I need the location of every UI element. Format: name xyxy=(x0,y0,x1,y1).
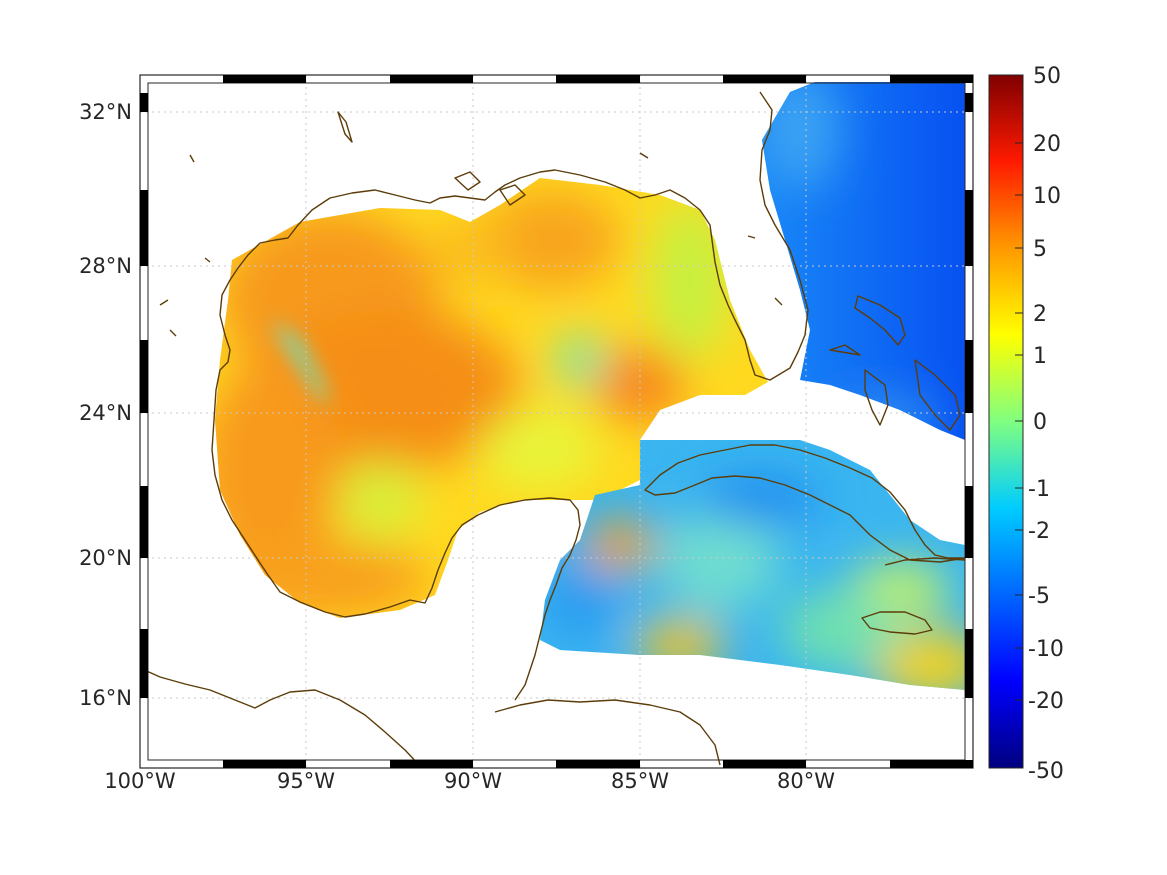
frame-top-ticks xyxy=(223,75,973,83)
map-frame xyxy=(139,74,974,769)
colorbar-label: -2 xyxy=(1028,519,1050,544)
colorbar-label: -5 xyxy=(1028,584,1050,609)
gulf-anomaly-field xyxy=(215,178,768,618)
longitude-labels: 100°W 95°W 90°W 85°W 80°W xyxy=(104,769,835,793)
islands-outline xyxy=(159,111,783,337)
atlantic-anomaly-field xyxy=(762,82,965,440)
colorbar-label: 1 xyxy=(1033,344,1047,369)
mississippi-delta-outline xyxy=(454,171,526,206)
lat-label-28n: 28°N xyxy=(79,254,132,278)
frame-left-ticks xyxy=(140,93,148,698)
lat-label-24n: 24°N xyxy=(79,401,132,425)
latitude-labels: 32°N 28°N 24°N 20°N 16°N xyxy=(79,100,132,710)
lon-label-80w: 80°W xyxy=(777,769,835,793)
lon-label-85w: 85°W xyxy=(611,769,669,793)
lon-label-95w: 95°W xyxy=(277,769,335,793)
lat-label-16n: 16°N xyxy=(79,686,132,710)
colorbar: 50 20 10 5 2 1 0 -1 -2 -5 -10 -20 -50 xyxy=(988,64,1064,784)
colorbar-label: 20 xyxy=(1033,132,1061,157)
colorbar-label: -10 xyxy=(1028,637,1064,662)
colorbar-label: 0 xyxy=(1033,410,1047,435)
map-gridlines xyxy=(140,75,973,768)
lon-label-100w: 100°W xyxy=(104,769,176,793)
colorbar-label: 50 xyxy=(1033,64,1061,89)
colorbar-label: 2 xyxy=(1033,302,1047,327)
gulf-coast-outline xyxy=(211,91,809,701)
colorbar-labels: 50 20 10 5 2 1 0 -1 -2 -5 -10 -20 -50 xyxy=(1028,64,1064,784)
colorbar-label: -20 xyxy=(1028,689,1064,714)
coastlines xyxy=(139,91,966,767)
honduras-coast-outline xyxy=(494,699,721,766)
central-america-outline xyxy=(139,667,421,767)
colorbar-label: -50 xyxy=(1028,759,1064,784)
colorbar-ticks xyxy=(1015,142,1023,701)
hispaniola-outline xyxy=(884,557,966,566)
colorbar-label: 10 xyxy=(1033,184,1061,209)
frame-right-ticks xyxy=(965,93,973,698)
colorbar-label: 5 xyxy=(1033,237,1047,262)
colorbar-label: -1 xyxy=(1028,477,1050,502)
cuba-outline xyxy=(644,444,966,563)
lat-label-20n: 20°N xyxy=(79,546,132,570)
lon-label-90w: 90°W xyxy=(444,769,502,793)
lat-label-32n: 32°N xyxy=(79,100,132,124)
jamaica-outline xyxy=(861,611,933,635)
bahamas-outline xyxy=(829,295,961,431)
frame-bottom-ticks xyxy=(223,760,973,768)
